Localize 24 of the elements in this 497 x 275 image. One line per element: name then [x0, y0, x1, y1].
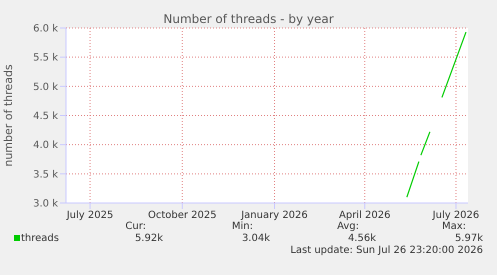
text: 4.56k: [348, 233, 376, 244]
x-tick-label: April 2026: [339, 210, 390, 222]
y-tick-label: 6.0 k: [33, 24, 58, 35]
text: 5.97k: [454, 233, 483, 244]
y-tick-label: 4.0 k: [33, 140, 58, 152]
y-tick-label: 5.0 k: [33, 82, 58, 93]
x-tick-label: July 2026: [432, 210, 480, 222]
text: Avg:: [337, 221, 359, 232]
legend-label: threads: [20, 233, 59, 244]
x-tick-label: January 2026: [240, 210, 308, 222]
x-tick-label: October 2025: [148, 210, 217, 222]
x-tick-label: July 2025: [66, 210, 114, 222]
chart-title: Number of threads - by year: [163, 12, 334, 26]
text: 5.92k: [134, 233, 163, 244]
y-tick-label: 3.0 k: [33, 198, 58, 210]
text: Min:: [232, 221, 253, 232]
text: Last update: Sun Jul 26 23:20:00 2026: [290, 245, 483, 256]
text: Max:: [442, 221, 466, 232]
y-tick-label: 5.5 k: [33, 52, 58, 64]
text: Cur:: [125, 221, 146, 232]
y-tick-label: 4.5 k: [33, 111, 58, 122]
y-tick-label: 3.5 k: [33, 169, 58, 180]
text: 3.04k: [242, 233, 270, 244]
y-axis-title: number of threads: [2, 64, 15, 167]
